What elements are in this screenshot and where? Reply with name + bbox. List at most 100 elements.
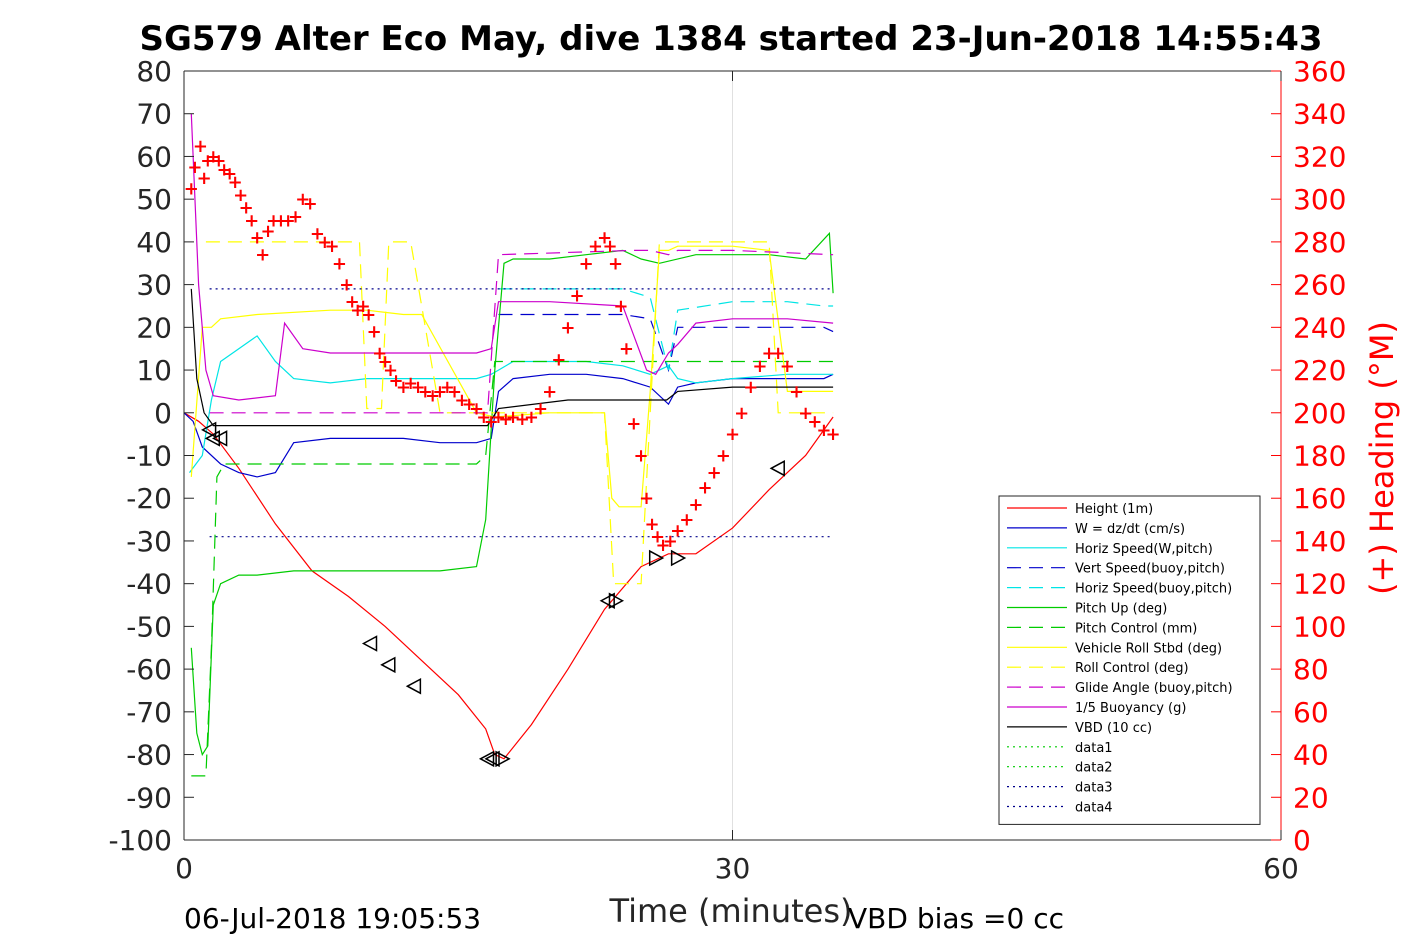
x-tick-label: 60 (1263, 852, 1299, 885)
heading-point: + (626, 413, 641, 434)
heading-point: + (476, 407, 491, 428)
left-triangle-marker (478, 750, 495, 768)
heading-point: + (679, 510, 694, 531)
heading-point: + (383, 360, 398, 381)
heading-point: + (372, 343, 387, 364)
y2-tick-label: 40 (1293, 739, 1329, 772)
series-line-11 (190, 113, 834, 401)
heading-point: + (588, 236, 603, 257)
heading-point: + (250, 228, 265, 249)
heading-point: + (288, 206, 303, 227)
heading-point: + (345, 292, 360, 313)
heading-point: + (655, 535, 670, 556)
heading-point: + (798, 403, 813, 424)
heading-point: + (228, 172, 243, 193)
heading-point: + (645, 514, 660, 535)
y2-tick-label: 140 (1293, 525, 1346, 558)
heading-point: + (332, 253, 347, 274)
heading-point: + (418, 381, 433, 402)
legend-entry: Glide Angle (buoy,pitch) (1075, 681, 1233, 696)
legend-entry: data3 (1075, 781, 1113, 796)
heading-point: + (222, 164, 237, 185)
heading-point: + (807, 411, 822, 432)
legend-entry: Pitch Control (mm) (1075, 621, 1197, 636)
y2-tick-label: 220 (1293, 354, 1346, 387)
y-tick-label: -30 (126, 525, 172, 558)
y-tick-label: -20 (126, 482, 172, 515)
heading-point: + (440, 377, 455, 398)
heading-point: + (184, 178, 199, 199)
heading-point: + (403, 373, 418, 394)
heading-point: + (469, 399, 484, 420)
heading-point: + (350, 300, 365, 321)
left-triangle-marker (204, 430, 221, 447)
y-tick-label: -40 (126, 568, 172, 601)
heading-point: + (303, 193, 318, 214)
left-triangle-marker (361, 635, 378, 652)
legend-entry: Horiz Speed(W,pitch) (1075, 542, 1213, 557)
y-tick-label: -80 (126, 739, 172, 772)
legend-entry: 1/5 Buoyancy (g) (1075, 701, 1186, 716)
y-tick-label: 10 (136, 354, 172, 387)
y-tick-label: -10 (126, 440, 172, 473)
heading-point: + (217, 159, 232, 180)
x-axis-label: Time (minutes) (609, 892, 853, 930)
y-tick-label: 50 (136, 183, 172, 216)
y2-tick-label: 300 (1293, 183, 1346, 216)
heading-point: + (261, 221, 276, 242)
heading-point: + (447, 381, 462, 402)
heading-point: + (524, 407, 539, 428)
heading-point: + (211, 151, 226, 172)
heading-point: + (752, 356, 767, 377)
heading-point: + (325, 236, 340, 257)
series-line-10 (209, 249, 834, 414)
heading-point: + (533, 399, 548, 420)
heading-point: + (551, 349, 566, 370)
x-tick-label: 30 (715, 852, 751, 885)
heading-point: + (734, 403, 749, 424)
left-triangle-marker (484, 750, 500, 768)
heading-point: + (454, 390, 469, 411)
y-tick-label: 20 (136, 311, 172, 344)
heading-point: + (762, 343, 777, 364)
heading-point: + (491, 407, 506, 428)
heading-point: + (317, 232, 332, 253)
y-tick-label: 40 (136, 226, 172, 259)
y-tick-label: 60 (136, 140, 172, 173)
series-line-6 (190, 231, 834, 757)
heading-point: + (367, 322, 382, 343)
y2-tick-label: 0 (1293, 824, 1311, 857)
heading-point: + (281, 211, 296, 232)
footer-timestamp: 06-Jul-2018 19:05:53 (184, 902, 481, 935)
heading-point: + (688, 495, 703, 516)
legend-entry: Vehicle Roll Stbd (deg) (1075, 641, 1222, 656)
heading-point: + (273, 211, 288, 232)
legend-entry: data2 (1075, 761, 1113, 776)
legend-entry: Vert Speed(buoy,pitch) (1075, 562, 1225, 577)
heading-point: + (639, 488, 654, 509)
heading-point: + (295, 189, 310, 210)
heading-point: + (570, 285, 585, 306)
heading-point: + (619, 339, 634, 360)
y2-tick-label: 280 (1293, 226, 1346, 259)
heading-point: + (716, 446, 731, 467)
heading-point: + (255, 245, 270, 266)
y2-tick-label: 160 (1293, 482, 1346, 515)
heading-point: + (650, 527, 665, 548)
heading-point: + (425, 386, 440, 407)
x-tick-label: 0 (175, 852, 193, 885)
legend-entry: Horiz Speed(buoy,pitch) (1075, 582, 1232, 597)
heading-point: + (826, 424, 841, 445)
heading-point: + (244, 211, 259, 232)
triangle-markers (201, 421, 785, 768)
heading-point: + (484, 411, 499, 432)
heading-point: + (356, 296, 371, 317)
heading-point: + (560, 317, 575, 338)
heading-point: + (361, 305, 376, 326)
series-line-12 (190, 288, 834, 427)
y2-tick-label: 200 (1293, 397, 1346, 430)
heading-point: + (506, 407, 521, 428)
heading-point: + (663, 531, 678, 552)
heading-point: + (266, 211, 281, 232)
